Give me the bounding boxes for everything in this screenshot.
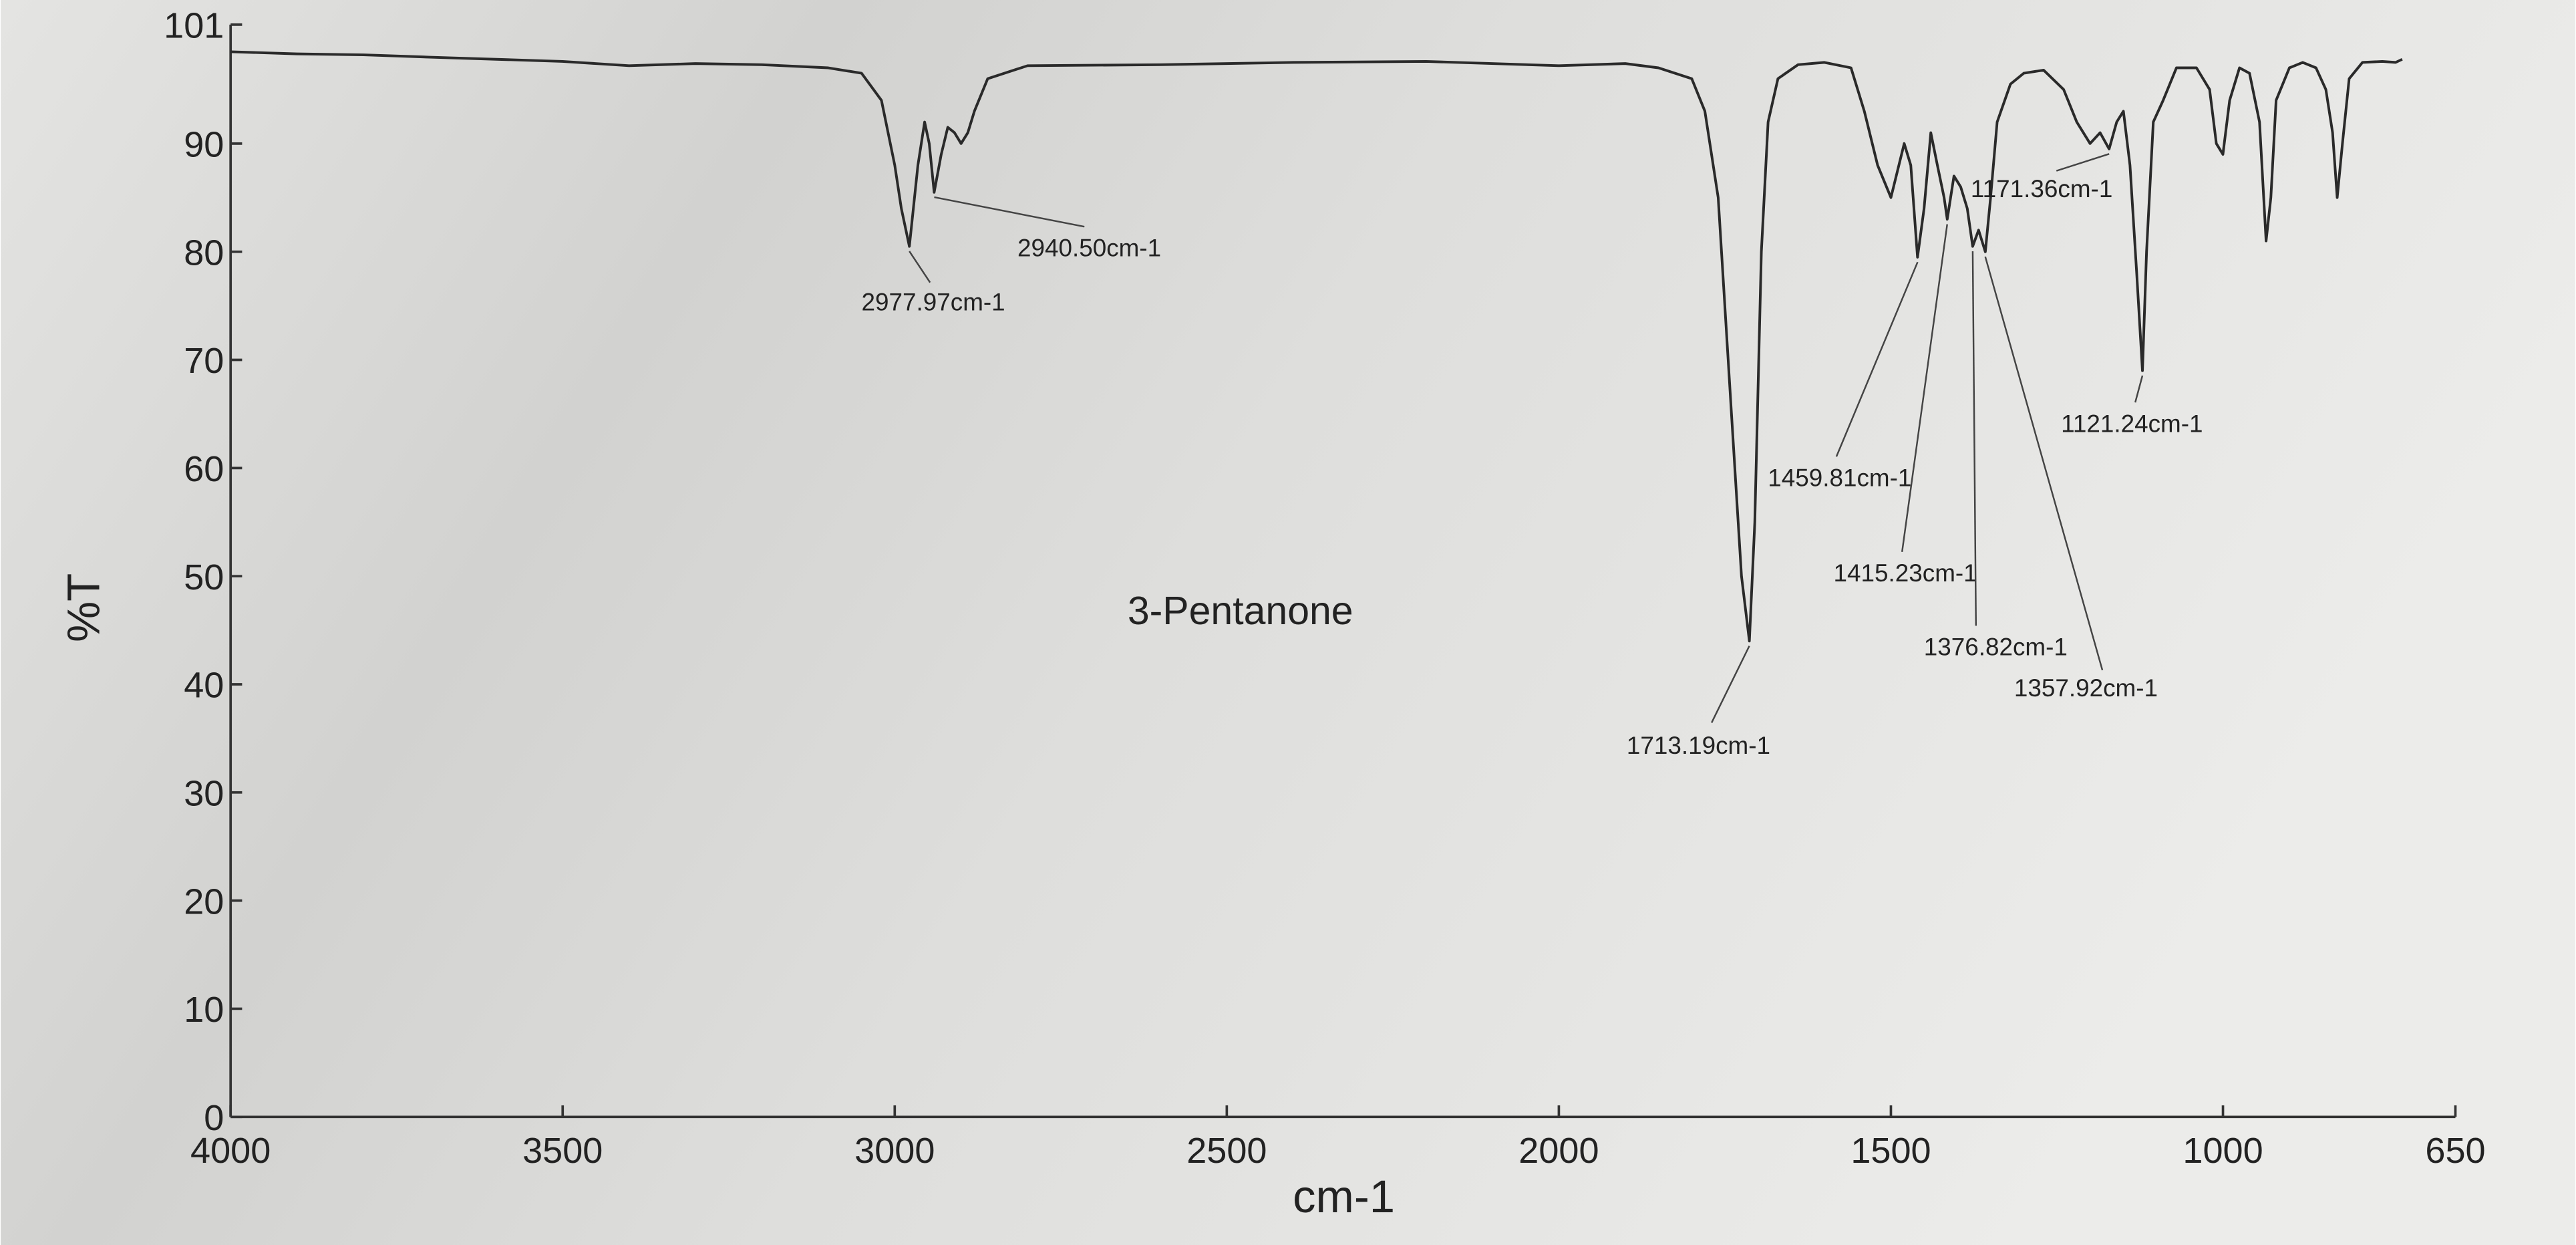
- peak-label: 1376.82cm-1: [1924, 634, 2068, 661]
- x-tick-label: 3500: [522, 1131, 603, 1171]
- x-tick-label: 1000: [2183, 1131, 2263, 1171]
- peak-leader: [909, 251, 931, 283]
- peak-leader: [1984, 256, 2104, 671]
- x-tick-label: 3000: [854, 1131, 935, 1171]
- y-tick-label: 10: [184, 990, 224, 1030]
- peak-leader: [2134, 375, 2144, 403]
- x-tick-label: 2500: [1186, 1131, 1267, 1171]
- y-tick-label: 0: [204, 1098, 224, 1138]
- peak-leader: [934, 196, 1085, 228]
- peak-label: 2940.50cm-1: [1017, 234, 1161, 261]
- y-tick-label: 101: [164, 6, 224, 46]
- x-tick-label: 1500: [1850, 1131, 1931, 1171]
- peak-label: 1121.24cm-1: [2061, 410, 2203, 437]
- y-tick-label: 50: [184, 557, 224, 597]
- x-axis-title: cm-1: [1293, 1171, 1395, 1222]
- peak-label: 1171.36cm-1: [1971, 175, 2112, 202]
- peak-leader: [1901, 224, 1948, 552]
- y-tick-label: 40: [184, 666, 224, 706]
- x-tick-label: 2000: [1518, 1131, 1599, 1171]
- y-tick-label: 70: [184, 341, 224, 381]
- y-axis-title: %T: [58, 573, 110, 642]
- y-tick-label: 80: [184, 233, 224, 273]
- y-tick-label: 90: [184, 125, 224, 165]
- y-tick-label: 30: [184, 773, 224, 813]
- peak-leader: [1711, 646, 1750, 723]
- spectrum-line: [230, 50, 2403, 643]
- peak-label: 1713.19cm-1: [1627, 732, 1770, 759]
- peak-leader: [1835, 261, 1919, 457]
- peak-label: 2977.97cm-1: [862, 289, 1005, 316]
- y-tick-label: 60: [184, 449, 224, 489]
- peak-label: 1459.81cm-1: [1768, 464, 1911, 492]
- peak-leader: [1971, 251, 1977, 626]
- peak-label: 1357.92cm-1: [2014, 674, 2158, 702]
- peak-label: 1415.23cm-1: [1834, 559, 1977, 587]
- peak-leader: [2056, 153, 2110, 172]
- y-tick-label: 20: [184, 881, 224, 922]
- chart-title: 3-Pentanone: [1128, 589, 1353, 633]
- x-tick-label: 650: [2425, 1131, 2485, 1171]
- x-tick-label: 4000: [190, 1131, 271, 1171]
